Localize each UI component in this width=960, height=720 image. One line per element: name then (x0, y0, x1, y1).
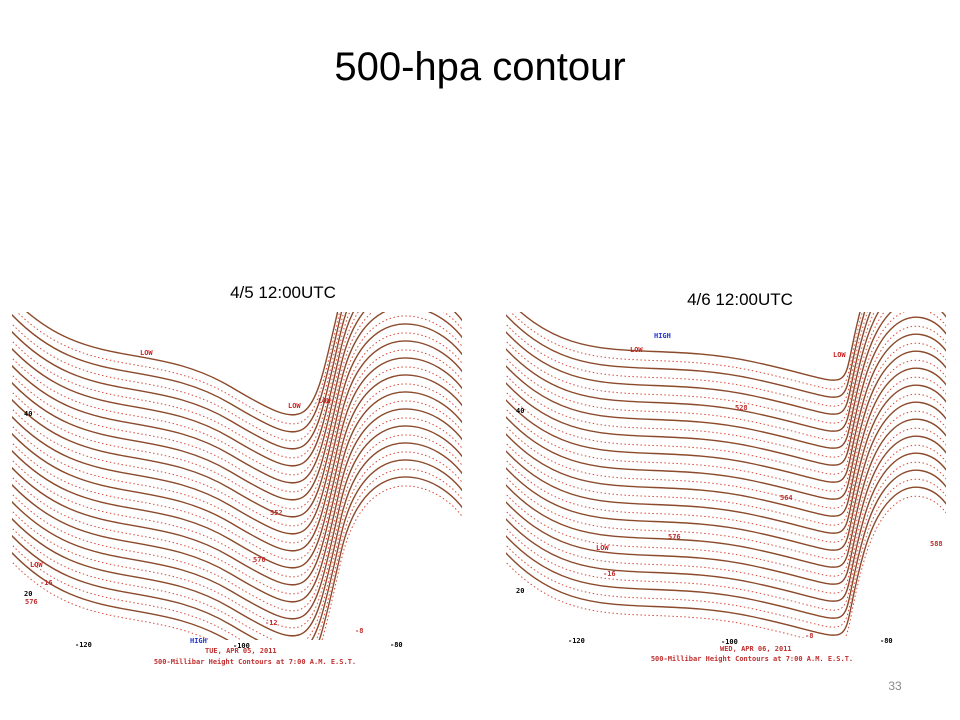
height-contour (12, 312, 462, 501)
temp-contour (506, 427, 946, 577)
temp-contour (12, 312, 462, 493)
longitude-label: -120 (75, 641, 92, 649)
contour-label: 528 (735, 404, 748, 412)
height-contour (506, 469, 946, 619)
height-contour (506, 452, 946, 602)
height-contour (12, 476, 462, 640)
pressure-marker: LOW (288, 402, 301, 410)
height-contour (12, 425, 462, 620)
longitude-label: -80 (880, 637, 893, 645)
height-contour (12, 374, 462, 569)
height-contour (12, 459, 462, 640)
weather-map: HIGH LOW LOW LOW -16 576 564 528 588 -8 -120 -100 -8… (506, 312, 946, 663)
slide-title: 500-hpa contour (334, 45, 625, 89)
height-contour (12, 391, 462, 586)
height-contour (506, 333, 946, 483)
temp-contour (506, 444, 946, 594)
temp-contour (12, 332, 462, 527)
height-contour (25, 312, 339, 416)
height-contour (506, 384, 946, 534)
height-contour (506, 312, 946, 449)
contour-label: -16 (40, 579, 53, 587)
height-contour (506, 312, 866, 398)
height-contour (506, 418, 946, 568)
height-contour (12, 312, 355, 467)
temp-contour (12, 366, 462, 561)
pressure-marker: LOW (630, 346, 643, 354)
height-contour (12, 312, 343, 433)
temp-contour (12, 349, 462, 544)
temp-contour (506, 393, 946, 543)
latitude-label: 40 (516, 407, 524, 415)
temp-contour (506, 410, 946, 560)
map-date: TUE, APR 05, 2011 (205, 647, 277, 655)
weather-map: LOW LOW LOW LOW HIGH -16 576 -12 -8 552 576 -120 -10… (12, 312, 462, 666)
contour-label: 576 (253, 556, 266, 564)
temp-contour (12, 312, 462, 476)
height-contour (12, 357, 462, 552)
temp-contour (12, 400, 462, 595)
height-contour (506, 486, 946, 636)
height-contour (506, 316, 946, 466)
height-contour (506, 435, 946, 585)
temp-contour (12, 417, 462, 612)
temp-contour (12, 468, 462, 640)
pressure-marker: LOW (140, 349, 153, 357)
contour-label: -16 (603, 570, 616, 578)
height-contour (12, 442, 462, 637)
pressure-marker: HIGH (190, 637, 207, 645)
contour-label: -8 (805, 632, 813, 640)
map-footer: 500-Millibar Height Contours at 7:00 A.M… (651, 655, 853, 663)
page-number: 33 (888, 679, 902, 693)
contour-label: -8 (355, 627, 363, 635)
temp-contour (12, 383, 462, 578)
map-caption: 4/6 12:00UTC (687, 290, 793, 309)
height-contour (506, 350, 946, 500)
height-contour (506, 312, 880, 432)
contour-label: 564 (780, 494, 793, 502)
height-contour (12, 312, 462, 484)
pressure-marker: LOW (30, 561, 43, 569)
height-contour (506, 312, 872, 415)
temp-contour (506, 495, 946, 638)
temp-contour (16, 312, 341, 425)
height-contour (506, 367, 946, 517)
contour-label: 552 (270, 509, 283, 517)
pressure-marker: LOW (833, 351, 846, 359)
longitude-label: -100 (721, 638, 738, 646)
temp-contour (12, 485, 462, 640)
temp-contour (12, 434, 462, 629)
map-footer: 500-Millibar Height Contours at 7:00 A.M… (154, 658, 356, 666)
height-contour (12, 340, 462, 535)
height-contour (12, 312, 348, 450)
contours (506, 312, 946, 638)
latitude-label: 20 (516, 587, 524, 595)
pressure-marker: LOW (318, 397, 331, 405)
map-caption: 4/5 12:00UTC (230, 283, 336, 302)
latitude-label: 40 (24, 410, 32, 418)
temp-contour (12, 315, 462, 510)
contour-label: 576 (25, 598, 38, 606)
height-contour (506, 401, 946, 551)
contour-label: 576 (668, 533, 681, 541)
contours (12, 312, 462, 640)
temp-contour (12, 451, 462, 640)
longitude-label: -80 (390, 641, 403, 649)
pressure-marker: LOW (596, 544, 609, 552)
contour-label: -12 (265, 619, 278, 627)
temp-contour (12, 312, 351, 459)
map-date: WED, APR 06, 2011 (720, 645, 792, 653)
temp-contour (506, 478, 946, 628)
height-contour (12, 323, 462, 518)
latitude-label: 20 (24, 590, 32, 598)
pressure-marker: HIGH (654, 332, 671, 340)
height-contour (12, 408, 462, 603)
height-contour (519, 312, 861, 381)
contour-label: 588 (930, 540, 943, 548)
temp-contour (506, 461, 946, 611)
longitude-label: -120 (568, 637, 585, 645)
longitude-label: -100 (233, 642, 250, 650)
temp-contour (12, 312, 345, 442)
